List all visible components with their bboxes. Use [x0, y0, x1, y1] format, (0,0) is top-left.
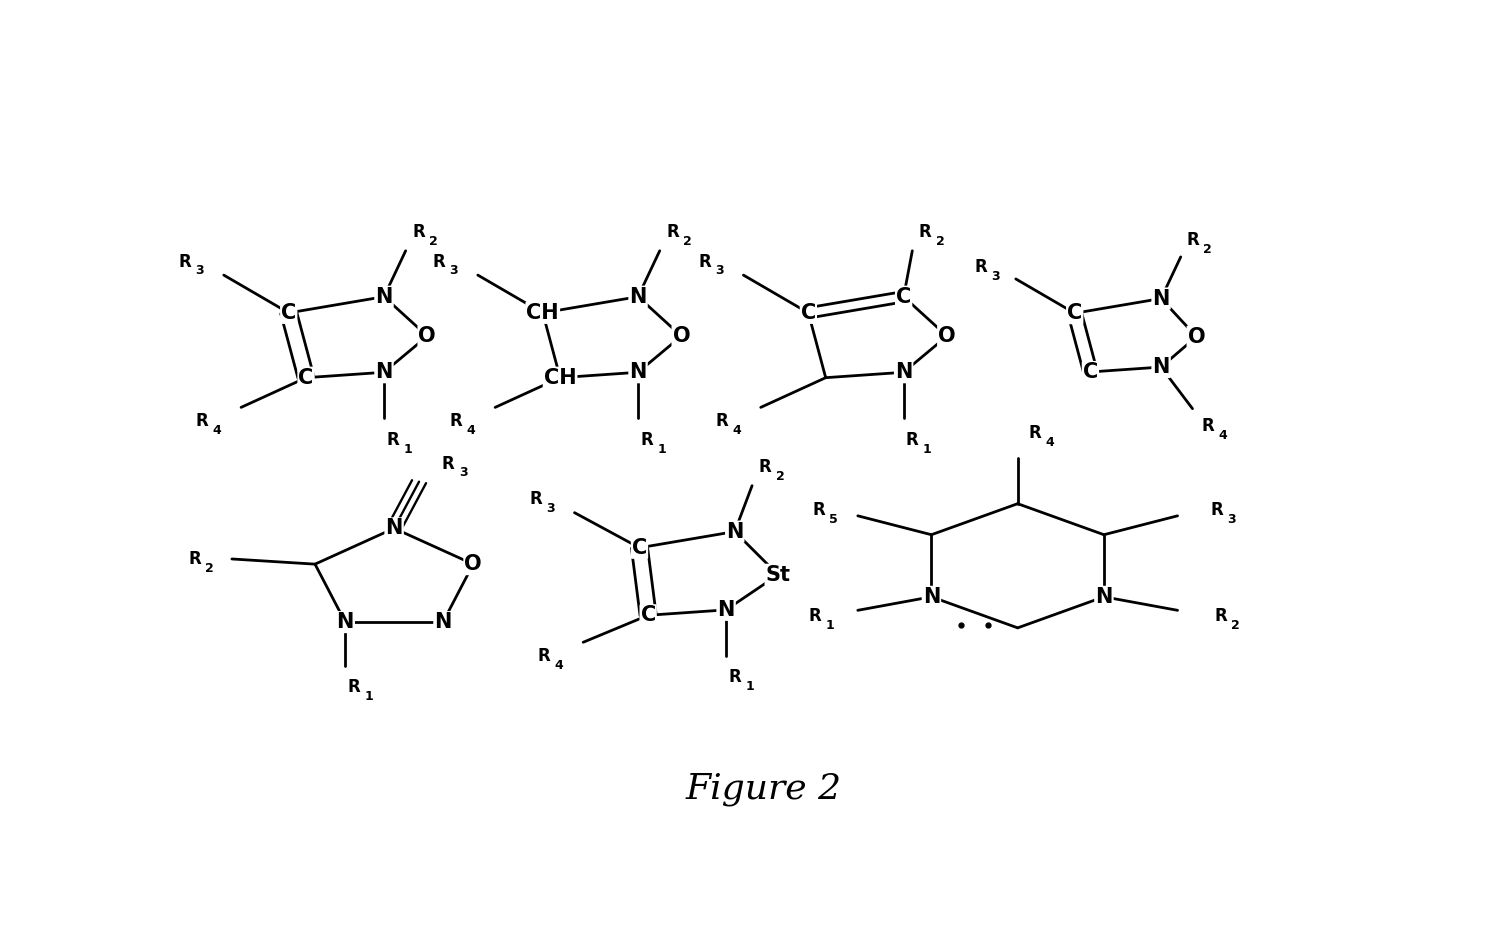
Text: 3: 3	[450, 265, 459, 278]
Text: C: C	[298, 367, 314, 388]
Text: R: R	[1210, 501, 1223, 520]
Text: R: R	[758, 458, 772, 476]
Text: 2: 2	[776, 469, 784, 482]
Text: 2: 2	[429, 235, 438, 248]
Text: N: N	[1095, 587, 1113, 607]
Text: R: R	[432, 252, 446, 270]
Text: R: R	[729, 669, 741, 686]
Text: O: O	[419, 326, 437, 346]
Text: R: R	[1214, 607, 1228, 625]
Text: R: R	[195, 412, 209, 430]
Text: C: C	[632, 538, 647, 558]
Text: 2: 2	[206, 562, 215, 575]
Text: N: N	[629, 287, 647, 307]
Text: 1: 1	[657, 442, 666, 455]
Text: C: C	[641, 605, 656, 626]
Text: 3: 3	[991, 269, 1000, 282]
Text: 4: 4	[554, 658, 563, 671]
Text: R: R	[529, 490, 542, 509]
Text: 4: 4	[1046, 437, 1055, 450]
Text: 4: 4	[733, 424, 741, 437]
Text: R: R	[1186, 231, 1199, 249]
Text: R: R	[808, 607, 821, 625]
Text: 4: 4	[466, 424, 475, 437]
Text: St: St	[766, 565, 791, 584]
Text: R: R	[812, 501, 825, 520]
Text: O: O	[672, 326, 690, 346]
Text: R: R	[450, 412, 462, 430]
Text: N: N	[1152, 289, 1170, 309]
Text: 3: 3	[195, 265, 204, 278]
Text: N: N	[895, 362, 912, 382]
Text: O: O	[939, 326, 955, 346]
Text: R: R	[715, 412, 729, 430]
Text: N: N	[1152, 357, 1170, 377]
Text: 5: 5	[830, 513, 839, 526]
Text: R: R	[188, 550, 201, 568]
Text: N: N	[629, 362, 647, 382]
Text: 1: 1	[922, 442, 931, 455]
Text: R: R	[179, 252, 191, 270]
Text: N: N	[337, 612, 355, 632]
Text: C: C	[800, 303, 817, 323]
Text: R: R	[906, 431, 919, 449]
Text: 4: 4	[213, 424, 222, 437]
Text: 2: 2	[1202, 243, 1211, 255]
Text: N: N	[434, 612, 451, 632]
Text: O: O	[1188, 326, 1205, 347]
Text: N: N	[386, 518, 402, 539]
Text: R: R	[1028, 424, 1042, 442]
Text: C: C	[1067, 303, 1082, 324]
Text: N: N	[922, 587, 940, 607]
Text: 1: 1	[364, 690, 372, 703]
Text: 1: 1	[404, 442, 413, 455]
Text: 3: 3	[1228, 513, 1235, 526]
Text: 1: 1	[745, 681, 754, 693]
Text: R: R	[919, 223, 931, 241]
Text: R: R	[413, 223, 425, 241]
Text: CH: CH	[544, 367, 577, 388]
Text: 2: 2	[1231, 619, 1240, 631]
Text: O: O	[465, 554, 481, 574]
Text: C: C	[895, 287, 912, 307]
Text: R: R	[441, 454, 454, 472]
Text: R: R	[974, 258, 986, 276]
Text: N: N	[375, 287, 393, 307]
Text: N: N	[726, 522, 744, 541]
Text: C: C	[1083, 362, 1098, 382]
Text: CH: CH	[526, 303, 559, 323]
Text: 2: 2	[684, 235, 691, 248]
Text: R: R	[699, 252, 711, 270]
Text: R: R	[347, 678, 361, 696]
Text: R: R	[538, 647, 551, 665]
Text: R: R	[666, 223, 679, 241]
Text: N: N	[375, 362, 393, 382]
Text: 3: 3	[547, 502, 554, 515]
Text: R: R	[641, 431, 653, 449]
Text: C: C	[282, 303, 297, 323]
Text: 4: 4	[1219, 428, 1228, 441]
Text: 3: 3	[715, 265, 724, 278]
Text: R: R	[386, 431, 399, 449]
Text: R: R	[1202, 417, 1214, 435]
Text: Figure 2: Figure 2	[685, 772, 842, 806]
Text: N: N	[717, 600, 735, 620]
Text: 3: 3	[459, 467, 468, 480]
Text: 1: 1	[825, 619, 834, 631]
Text: 2: 2	[936, 235, 945, 248]
